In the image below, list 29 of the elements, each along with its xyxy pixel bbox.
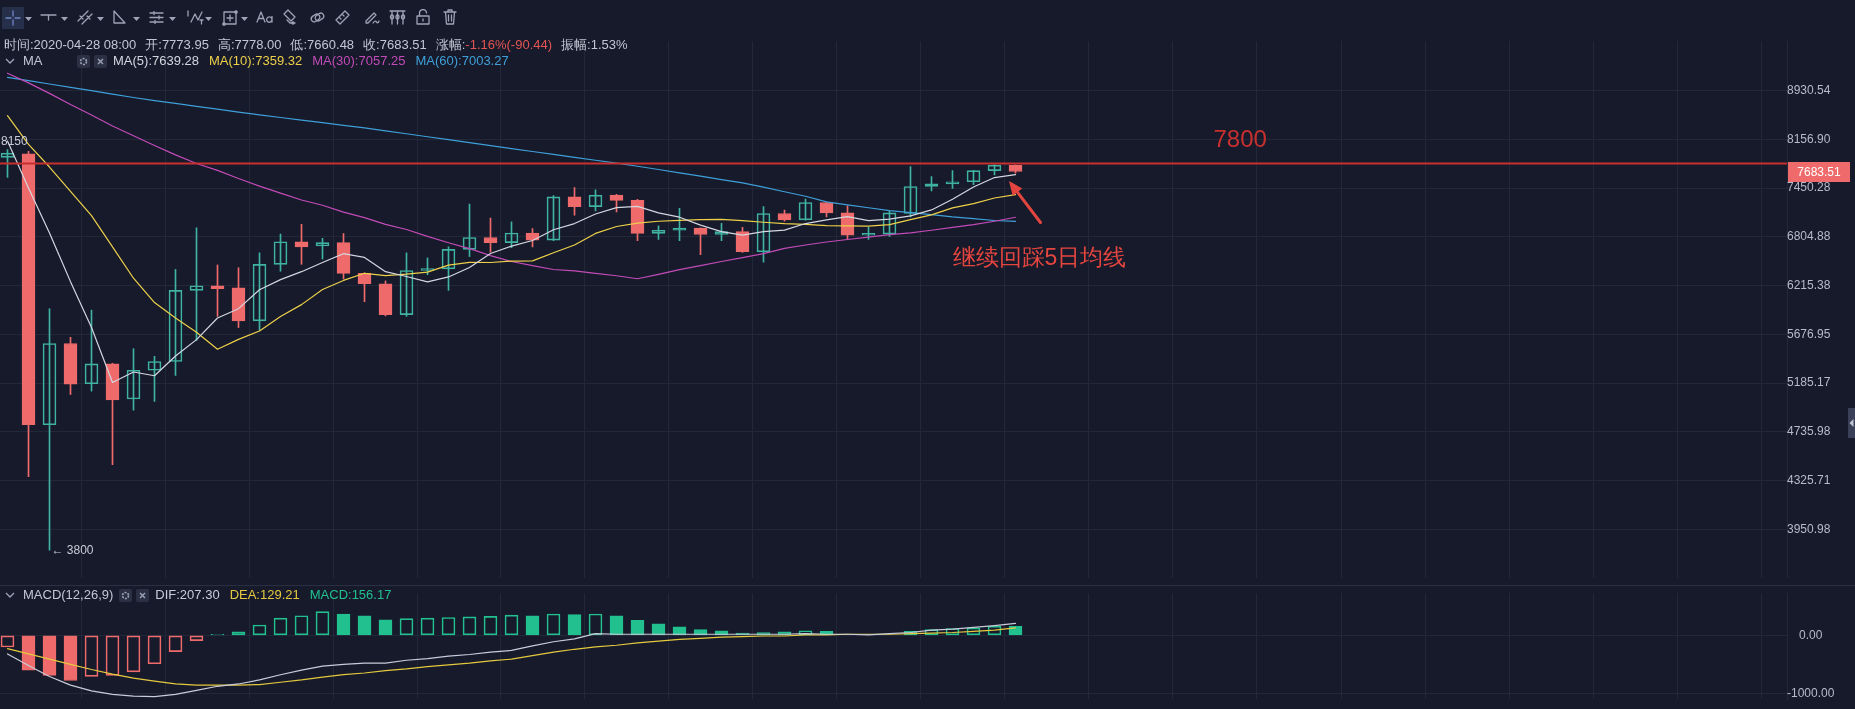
y-tick-label: 5676.95 — [1786, 326, 1831, 341]
y-tick-label: 7450.28 — [1786, 180, 1831, 195]
legend-title: MA — [23, 53, 44, 69]
annotation: 7800 — [1213, 125, 1267, 153]
y-tick-label: 4735.98 — [1786, 424, 1831, 439]
y-tick-label: 8156.90 — [1786, 131, 1831, 146]
y-tick-label: 4325.71 — [1786, 472, 1831, 487]
text: MA(10):7359.32 — [209, 53, 303, 69]
legend-title: MACD(12,26,9) — [23, 587, 114, 603]
text: MA(30):7057.25 — [312, 53, 406, 69]
annotation: 继续回踩5日均线 — [952, 243, 1127, 270]
y-tick-label: 6804.88 — [1786, 229, 1831, 244]
y-tick-label: 3950.98 — [1786, 521, 1831, 536]
text: MA(5):7639.28 — [113, 53, 199, 69]
y-tick-label: 0.00 — [1799, 627, 1823, 642]
y-tick-label: 5185.17 — [1786, 375, 1831, 390]
text: MA(60):7003.27 — [415, 53, 509, 69]
series-label: MACD:156.17 — [309, 587, 392, 603]
y-tick-label: -1000.00 — [1787, 685, 1835, 700]
y-tick-label: 6215.38 — [1786, 277, 1831, 292]
price-tag: 7683.51 — [1788, 161, 1850, 182]
text: DEA:129.21 — [229, 587, 300, 603]
annotation: ← 3800 — [51, 542, 94, 559]
text: DIF:207.30 — [155, 587, 220, 603]
y-tick-label: 8930.54 — [1786, 82, 1831, 97]
bar — [336, 613, 351, 636]
chart-subtitle: 时间:2020-04-28 08:00 开:7773.95 高:7778.00 低:7660.48 收:7683.51 涨幅:-1.16%(-90.44) 振幅:1.53% — [4, 37, 628, 53]
bar — [63, 635, 78, 681]
bar — [567, 614, 582, 636]
